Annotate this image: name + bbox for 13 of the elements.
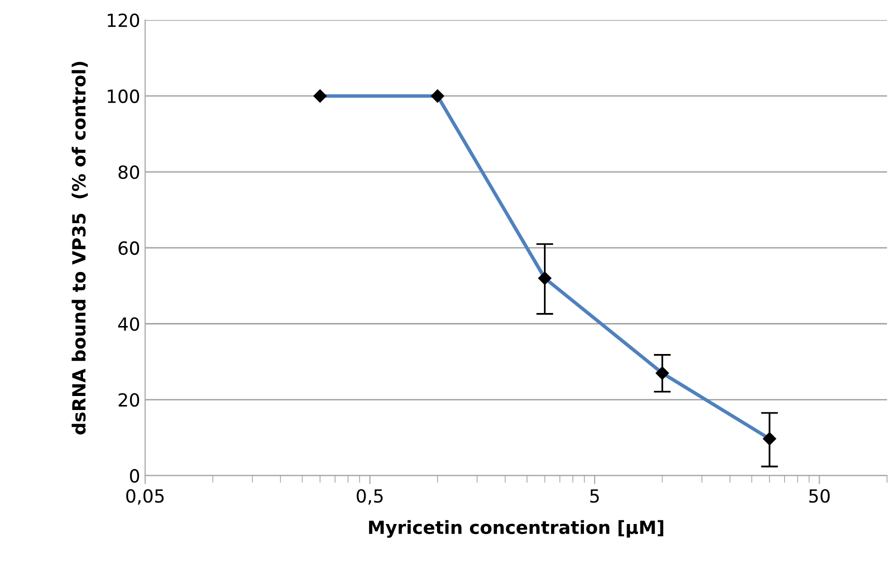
x-tick-label: 5 [590,489,599,503]
y-tick-label: 20 [118,393,140,407]
y-axis-title: dsRNA bound to VP35 (% of control) [72,62,88,434]
y-tick-label: 120 [108,14,140,28]
x-axis-title: Myricetin concentration [µM] [369,520,664,538]
x-tick-label: 50 [809,489,830,503]
x-tick-label: 0,05 [126,489,164,505]
y-tick-label: 100 [108,89,140,104]
y-tick-label: 80 [118,165,140,180]
x-tick-label: 0,5 [356,489,383,505]
y-tick-label: 60 [118,241,140,255]
y-tick-label: 0 [130,469,140,483]
y-tick-label: 40 [118,317,140,331]
